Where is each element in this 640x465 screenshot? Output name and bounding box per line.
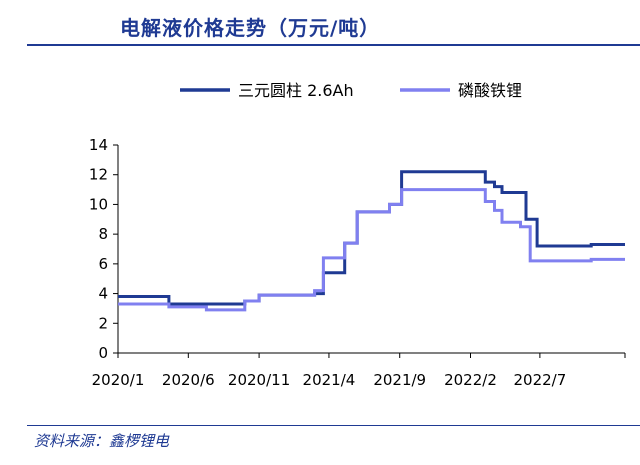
source-note: 资料来源：鑫椤锂电 <box>34 432 170 450</box>
header-rule <box>27 44 640 46</box>
y-tick-label: 2 <box>98 314 108 332</box>
y-tick-label: 10 <box>89 195 108 213</box>
y-tick-label: 8 <box>98 225 108 243</box>
x-tick-label: 2021/4 <box>303 371 356 389</box>
x-tick-label: 2022/2 <box>444 371 497 389</box>
series-line-2 <box>118 188 625 312</box>
y-tick-label: 6 <box>98 255 108 273</box>
legend-label-1: 三元圆柱 2.6Ah <box>238 81 354 100</box>
y-tick-label: 14 <box>89 136 108 154</box>
axes: 0 2 4 6 8 10 12 14 2020/1 2020/6 2020/11 2021/4 2021… <box>89 136 626 389</box>
price-line-chart: 三元圆柱 2.6Ah 磷酸铁锂 0 2 4 6 8 10 12 14 2020/1 2020/6 20… <box>89 81 626 389</box>
x-tick-label: 2020/11 <box>228 371 290 389</box>
y-tick-label: 0 <box>98 344 108 362</box>
y-tick-label: 12 <box>89 166 108 184</box>
chart-title: 电解液价格走势（万元/吨） <box>120 16 381 40</box>
x-tick-label: 2020/1 <box>92 371 145 389</box>
legend: 三元圆柱 2.6Ah 磷酸铁锂 <box>180 81 522 100</box>
y-tick-label: 4 <box>98 285 108 303</box>
series-line-1 <box>118 170 625 306</box>
legend-label-2: 磷酸铁锂 <box>458 81 522 100</box>
footer-rule <box>27 425 640 426</box>
x-tick-label: 2020/6 <box>162 371 215 389</box>
series-layer <box>118 170 625 312</box>
x-tick-label: 2021/9 <box>373 371 426 389</box>
x-tick-label: 2022/7 <box>513 371 566 389</box>
